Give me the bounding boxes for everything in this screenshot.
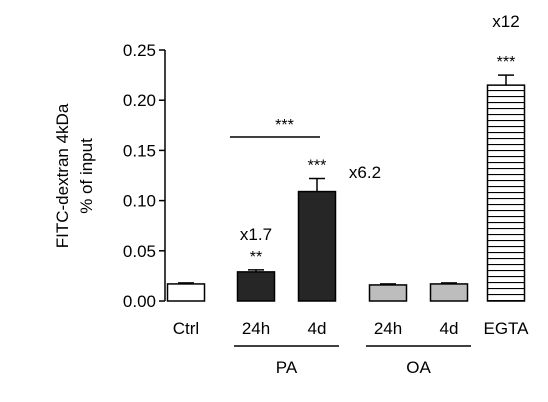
x-category-label: 24h xyxy=(374,319,402,338)
y-axis: 0.00 0.05 0.10 0.15 0.20 0.25 xyxy=(123,41,166,311)
bar xyxy=(368,284,408,302)
x-category-label: EGTA xyxy=(483,319,529,338)
y-tick-label: 0.00 xyxy=(123,292,156,311)
y-tick-label: 0.10 xyxy=(123,192,156,211)
significance-stars: *** xyxy=(308,158,327,175)
bar xyxy=(297,190,337,302)
y-axis-title: FITC-dextran 4kDa % of input xyxy=(53,103,96,248)
bar xyxy=(236,271,276,302)
bar xyxy=(486,84,526,302)
x-category-label: 4d xyxy=(308,319,327,338)
group-label: PA xyxy=(276,358,298,377)
x-category-label: 4d xyxy=(440,319,459,338)
y-tick-label: 0.15 xyxy=(123,141,156,160)
group-label: OA xyxy=(406,358,431,377)
y-tick-label: 0.25 xyxy=(123,41,156,60)
x-category-label: Ctrl xyxy=(173,319,199,338)
x-category-label: 24h xyxy=(242,319,270,338)
comparison-stars: *** xyxy=(275,117,294,134)
fold-change-label: x1.7 xyxy=(240,225,272,244)
bar xyxy=(166,283,206,302)
significance-stars: *** xyxy=(497,54,516,71)
y-tick-label: 0.20 xyxy=(123,91,156,110)
x-axis: Ctrl 24h 4d 24h 4d EGTA PA OA xyxy=(173,319,529,377)
bars-layer xyxy=(166,74,526,302)
bar xyxy=(429,283,469,302)
fold-change-label: x6.2 xyxy=(349,163,381,182)
fold-change-label: x12 xyxy=(492,12,519,31)
y-axis-title-line-2: % of input xyxy=(77,138,96,214)
y-axis-title-line-1: FITC-dextran 4kDa xyxy=(53,103,72,248)
y-tick-label: 0.05 xyxy=(123,242,156,261)
significance-stars: ** xyxy=(250,249,262,266)
